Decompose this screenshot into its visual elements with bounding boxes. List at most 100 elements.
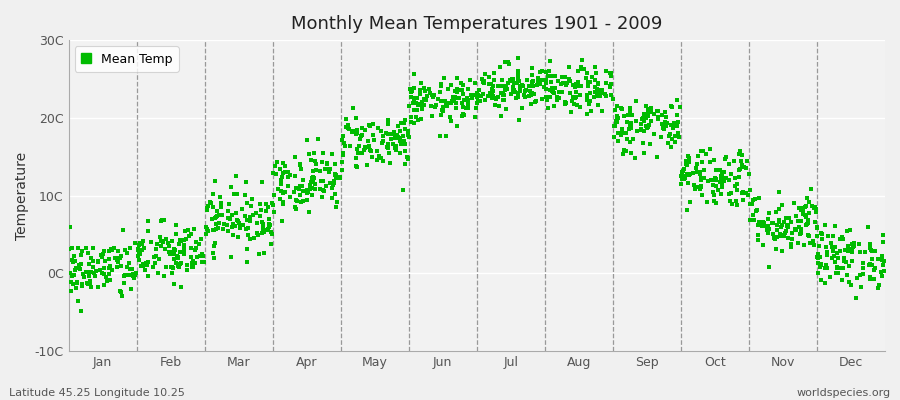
Point — [188, 260, 202, 266]
Point — [410, 102, 425, 108]
Point — [387, 131, 401, 138]
Point — [770, 233, 784, 240]
Point — [172, 241, 186, 248]
Point — [818, 262, 832, 268]
Point — [752, 195, 766, 201]
Point — [599, 80, 614, 86]
Point — [616, 151, 630, 157]
Point — [842, 262, 856, 269]
Point — [507, 86, 521, 93]
Point — [250, 220, 265, 226]
Point — [281, 182, 295, 189]
Point — [798, 222, 813, 228]
Point — [868, 267, 882, 274]
Point — [478, 97, 492, 103]
Point — [348, 162, 363, 169]
Point — [595, 87, 609, 94]
Point — [485, 88, 500, 94]
Point — [415, 106, 429, 112]
Point — [154, 238, 168, 244]
Point — [318, 166, 332, 172]
Point — [691, 153, 706, 159]
Point — [305, 168, 320, 174]
Point — [552, 88, 566, 95]
Point — [525, 79, 539, 85]
Point — [865, 256, 879, 262]
Point — [695, 159, 709, 166]
Point — [308, 181, 322, 187]
Point — [476, 79, 491, 86]
Point — [580, 97, 594, 104]
Point — [868, 248, 882, 254]
Point — [123, 245, 138, 251]
Point — [590, 93, 604, 99]
Point — [842, 247, 856, 254]
Point — [846, 244, 860, 251]
Point — [365, 154, 380, 160]
Point — [768, 234, 782, 241]
Point — [511, 55, 526, 61]
Point — [292, 162, 307, 168]
Point — [839, 258, 853, 265]
Point — [200, 226, 214, 233]
Point — [392, 135, 407, 141]
Point — [555, 89, 570, 96]
Point — [769, 245, 783, 252]
Point — [780, 222, 795, 228]
Point — [187, 226, 202, 232]
Point — [638, 103, 652, 110]
Point — [541, 73, 555, 80]
Point — [647, 130, 662, 137]
Point — [214, 200, 229, 206]
Point — [413, 90, 428, 97]
Point — [838, 247, 852, 254]
Point — [168, 230, 183, 237]
Point — [634, 121, 648, 127]
Point — [275, 160, 290, 166]
Point — [530, 82, 544, 88]
Point — [130, 252, 145, 259]
Point — [743, 216, 758, 223]
Point — [118, 246, 132, 253]
Point — [461, 86, 475, 93]
Point — [281, 169, 295, 175]
Point — [719, 153, 733, 160]
Point — [582, 90, 597, 96]
Point — [871, 285, 886, 292]
Point — [546, 89, 561, 95]
Point — [734, 148, 748, 154]
Point — [184, 244, 198, 251]
Point — [568, 84, 582, 90]
Point — [246, 212, 260, 218]
Point — [543, 94, 557, 100]
Point — [482, 74, 496, 80]
Point — [792, 204, 806, 211]
Point — [386, 130, 400, 137]
Point — [862, 274, 877, 280]
Point — [398, 126, 412, 132]
Point — [706, 157, 721, 163]
Point — [652, 108, 666, 115]
Point — [528, 98, 543, 105]
Point — [288, 203, 302, 210]
Point — [468, 92, 482, 98]
Point — [300, 137, 314, 144]
Point — [500, 80, 515, 86]
Point — [716, 173, 730, 180]
Point — [114, 289, 129, 295]
Point — [818, 265, 832, 271]
Point — [810, 270, 824, 276]
Point — [595, 108, 609, 114]
Point — [508, 89, 523, 95]
Point — [550, 97, 564, 103]
Point — [844, 282, 859, 288]
Point — [778, 228, 793, 234]
Point — [834, 277, 849, 284]
Point — [103, 271, 117, 278]
Point — [798, 204, 813, 210]
Point — [81, 269, 95, 275]
Point — [446, 94, 460, 101]
Point — [518, 87, 533, 94]
Point — [317, 188, 331, 194]
Point — [677, 166, 691, 172]
